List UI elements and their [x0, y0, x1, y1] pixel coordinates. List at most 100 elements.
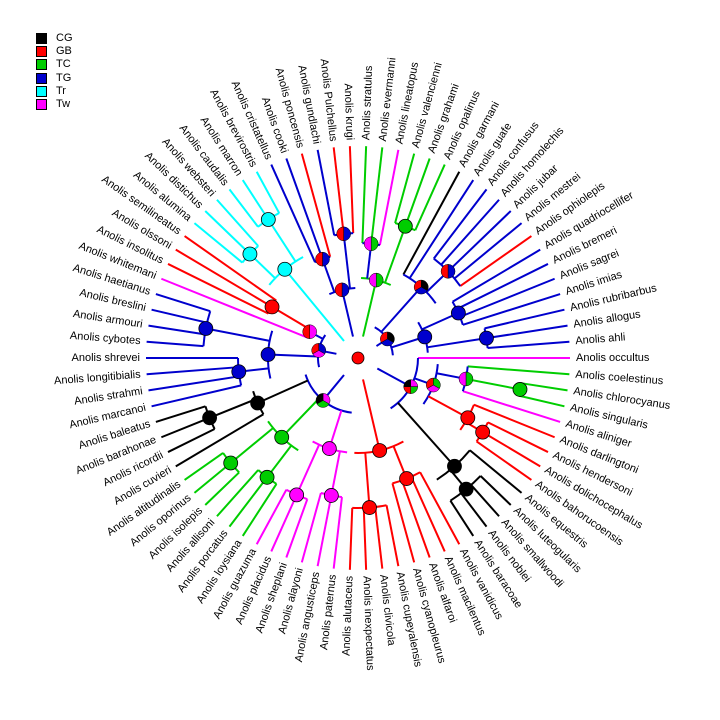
tip-label: Anolis shrevei [72, 352, 140, 364]
tip-branch [520, 382, 568, 392]
pie-slice [403, 386, 411, 394]
tip-branch [241, 179, 270, 221]
tip-branch [348, 146, 355, 234]
tip-branch [148, 324, 205, 336]
tip-branch [332, 496, 343, 569]
tip-branch [285, 158, 324, 260]
tip-branch [167, 428, 216, 453]
tip-labels: Anolis occultus Anolis coelestinus Anolis … [54, 57, 672, 671]
tip-branch [228, 188, 259, 228]
tip-branch [473, 403, 556, 439]
tip-branch [408, 179, 475, 279]
legend-swatch [36, 85, 47, 97]
tip-branch [484, 308, 565, 330]
pie-slice [322, 251, 330, 267]
tip-branch [385, 505, 400, 567]
tip-branch [167, 263, 269, 315]
tip-branch [482, 431, 541, 468]
clade-stem [364, 452, 371, 508]
tip-branch [204, 471, 240, 506]
legend-item: Tr [36, 85, 73, 98]
legend-item: CG [36, 32, 73, 45]
node-pie [512, 382, 528, 397]
tip-branch [452, 248, 541, 303]
node-pie [198, 321, 214, 336]
legend-swatch [36, 72, 47, 84]
node-pie [372, 443, 388, 458]
pie-slice [370, 236, 379, 252]
clade-stem [330, 451, 341, 496]
clade-stem [384, 225, 407, 284]
node-pie [264, 299, 280, 315]
tip-branch [459, 277, 556, 318]
tip-label: Anolis inexpectatus [360, 576, 376, 672]
clade-stem [230, 427, 274, 464]
pie-slice [315, 393, 324, 405]
node-pie [479, 330, 494, 346]
tip-branch [151, 384, 242, 408]
node-pie [259, 469, 275, 485]
tip-branch [216, 199, 259, 247]
node-pie [302, 324, 317, 339]
tip-branch [270, 494, 298, 552]
node-pie [458, 481, 474, 497]
tip-label: Anolis paternus [318, 573, 339, 650]
tip-label: Anolis stratulus [360, 65, 375, 140]
tip-branch [374, 506, 384, 569]
tip-branch [487, 421, 549, 453]
tip-branch [479, 475, 512, 506]
clade-stem [465, 377, 521, 391]
tip-branch [456, 263, 549, 311]
node-pie [315, 393, 331, 408]
tip-branch [440, 199, 500, 266]
tip-branch [361, 146, 368, 244]
tip-branch [255, 171, 281, 214]
clade-stem [380, 286, 422, 333]
clade-stem [267, 218, 297, 263]
tip-branch [410, 476, 446, 552]
tip-branch [216, 469, 259, 517]
node-pie [368, 272, 384, 288]
tip-branch [402, 171, 461, 276]
node-pie [274, 429, 290, 445]
tip-branch [447, 210, 512, 273]
tip-branch [362, 507, 368, 570]
node-pie [403, 379, 418, 394]
node-pie [397, 218, 413, 234]
clade-stem [362, 279, 378, 337]
node-pie [202, 410, 217, 426]
tip-branch [255, 489, 288, 545]
clade-stem [268, 353, 319, 358]
pie-slice [375, 272, 384, 288]
node-pie [363, 236, 379, 252]
legend-label: Tr [56, 84, 66, 97]
legend-label: GB [56, 45, 72, 58]
node-pie [440, 264, 456, 279]
clade-stem [295, 444, 321, 496]
legend-label: TC [56, 58, 71, 71]
pie-slice [336, 226, 344, 242]
legend-swatch [36, 46, 47, 58]
tip-branch [228, 476, 268, 528]
tip-branch [459, 235, 532, 287]
tip-branch [160, 416, 210, 439]
node-pie [336, 226, 351, 242]
tip-branch [470, 484, 500, 517]
tip-branch [348, 507, 354, 570]
node-pie [260, 212, 276, 227]
pie-slice [368, 272, 377, 288]
tip-branch [476, 440, 532, 481]
clade-stem [397, 402, 456, 467]
pie-slice [311, 343, 319, 355]
tip-branch [462, 390, 561, 423]
tip-branch [184, 235, 277, 302]
pie-slice [309, 324, 317, 339]
tip-branch [175, 413, 264, 468]
tip-label: Anolis allogus [573, 308, 642, 330]
tip-branch [394, 153, 416, 224]
tip-label: Anolis ahli [575, 331, 626, 347]
pie-slice [341, 282, 350, 298]
clade-stem [271, 306, 312, 331]
tip-branch [285, 498, 309, 558]
node-pie [362, 500, 377, 515]
